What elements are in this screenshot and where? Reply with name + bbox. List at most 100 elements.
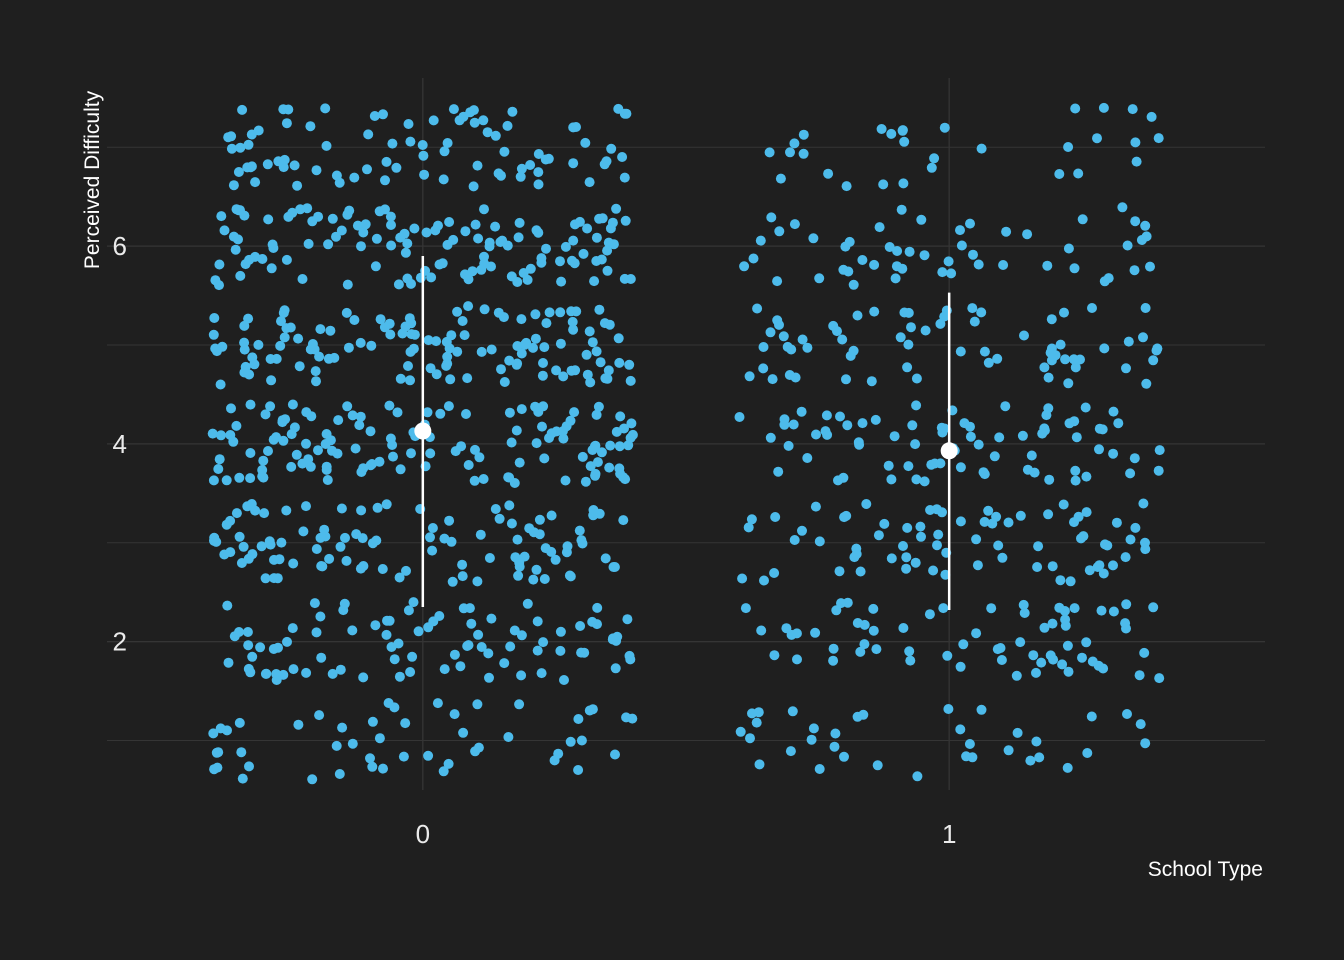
data-point xyxy=(1000,401,1011,412)
x-tick-label: 1 xyxy=(942,819,956,849)
data-point xyxy=(320,103,331,114)
data-point xyxy=(972,560,983,571)
data-point xyxy=(599,159,610,170)
data-point xyxy=(773,466,784,477)
data-point xyxy=(596,447,607,458)
data-point xyxy=(756,625,767,636)
data-point xyxy=(784,370,795,380)
data-point xyxy=(852,618,863,628)
data-point xyxy=(381,156,392,167)
data-point xyxy=(403,361,413,371)
data-point xyxy=(1092,133,1102,144)
data-point xyxy=(964,739,975,749)
data-point xyxy=(242,501,253,512)
data-point xyxy=(1063,666,1074,677)
data-point xyxy=(896,204,907,215)
data-point xyxy=(239,367,250,378)
data-point xyxy=(208,475,219,486)
data-point xyxy=(876,124,887,134)
data-point xyxy=(409,223,420,234)
data-point xyxy=(1084,565,1095,576)
data-point xyxy=(438,766,449,777)
data-point xyxy=(325,435,336,446)
data-point xyxy=(848,345,859,356)
data-point xyxy=(394,671,405,682)
data-point xyxy=(1046,314,1057,325)
data-point xyxy=(916,531,926,542)
data-point xyxy=(899,136,910,147)
data-point xyxy=(613,333,624,344)
data-point xyxy=(417,140,428,150)
data-point xyxy=(307,774,318,785)
data-point xyxy=(956,240,967,251)
data-point xyxy=(770,512,781,522)
data-point xyxy=(626,418,637,429)
data-point xyxy=(448,104,459,115)
data-point xyxy=(614,441,625,452)
data-point xyxy=(567,255,577,266)
data-point xyxy=(814,536,825,547)
data-point xyxy=(739,261,750,272)
data-point xyxy=(745,733,755,744)
data-point xyxy=(512,534,523,545)
data-point xyxy=(1125,534,1136,545)
data-point xyxy=(210,343,221,354)
data-point xyxy=(938,603,949,614)
data-point xyxy=(331,740,342,751)
data-point xyxy=(767,374,778,385)
data-point xyxy=(942,650,953,661)
data-point xyxy=(449,649,460,660)
data-point xyxy=(584,177,595,188)
data-point xyxy=(236,747,247,758)
data-point xyxy=(323,353,334,364)
data-point xyxy=(355,337,366,348)
data-point xyxy=(589,276,600,287)
data-point xyxy=(546,510,557,521)
data-point xyxy=(371,233,382,244)
data-point xyxy=(1078,531,1089,542)
data-point xyxy=(955,462,966,473)
data-point xyxy=(387,440,398,450)
data-point xyxy=(269,573,279,584)
data-point xyxy=(758,363,769,374)
data-point xyxy=(516,163,527,174)
data-point xyxy=(869,259,880,270)
data-point xyxy=(1070,362,1081,373)
data-point xyxy=(983,505,994,516)
data-point xyxy=(511,425,522,436)
data-point xyxy=(234,472,245,483)
data-point xyxy=(1153,133,1164,144)
data-point xyxy=(533,179,544,190)
data-point xyxy=(400,247,411,258)
data-point xyxy=(1057,659,1068,670)
data-point xyxy=(245,399,256,410)
data-point xyxy=(979,516,990,527)
data-point xyxy=(444,515,455,526)
data-point xyxy=(379,322,390,333)
data-point xyxy=(1148,602,1159,613)
data-point xyxy=(472,160,483,171)
data-point xyxy=(592,602,603,613)
data-point xyxy=(615,468,626,479)
data-point xyxy=(509,478,520,488)
data-point xyxy=(253,125,264,136)
data-point xyxy=(442,351,453,362)
data-point xyxy=(219,225,230,236)
data-point xyxy=(868,603,879,614)
data-point xyxy=(903,461,914,472)
data-point xyxy=(539,342,550,353)
data-point xyxy=(1042,260,1053,271)
data-point xyxy=(789,138,800,149)
data-point xyxy=(841,374,851,385)
data-point xyxy=(1127,104,1138,115)
data-point xyxy=(463,460,474,470)
data-point xyxy=(940,569,951,580)
data-point xyxy=(802,342,813,353)
data-point xyxy=(597,213,608,224)
data-point xyxy=(857,418,868,429)
data-point xyxy=(575,621,586,631)
data-point xyxy=(986,603,997,614)
data-point xyxy=(993,540,1004,551)
data-point xyxy=(973,439,984,450)
data-point xyxy=(452,306,463,317)
